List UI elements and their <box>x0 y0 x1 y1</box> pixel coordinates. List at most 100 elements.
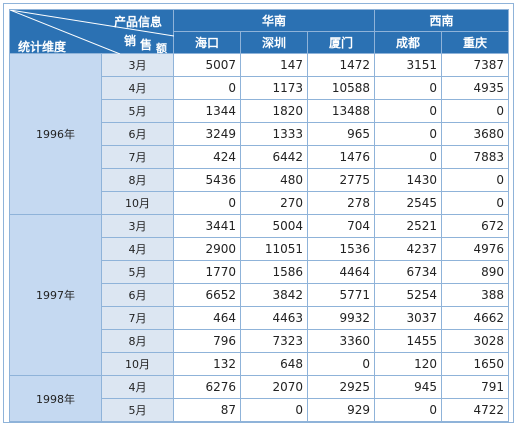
year-cell: 1996年 <box>9 53 102 215</box>
month-cell: 10月 <box>101 191 174 215</box>
value-cell: 5254 <box>374 283 442 307</box>
value-cell: 0 <box>240 398 308 422</box>
value-cell: 4662 <box>441 306 509 330</box>
table-row: 8月 796 7323 3360 1455 3028 <box>10 329 509 353</box>
report-frame: 产品信息 销 售 额 统计维度 华南 西南 海口 深圳 厦门 成都 重庆 199… <box>3 3 514 423</box>
value-cell: 6652 <box>173 283 241 307</box>
value-cell: 929 <box>307 398 375 422</box>
table-row: 7月 464 4463 9932 3037 4662 <box>10 306 509 330</box>
value-cell: 648 <box>240 352 308 376</box>
value-cell: 3028 <box>441 329 509 353</box>
city-header-haikou: 海口 <box>173 31 241 54</box>
table-row: 6月 3249 1333 965 0 3680 <box>10 122 509 146</box>
table-row: 10月 132 648 0 120 1650 <box>10 352 509 376</box>
value-cell: 3151 <box>374 53 442 77</box>
table-row: 1998年 4月 6276 2070 2925 945 791 <box>9 375 509 422</box>
value-cell: 7883 <box>441 145 509 169</box>
corner-label-dimension: 统计维度 <box>18 40 67 54</box>
city-header-xiamen: 厦门 <box>307 31 375 54</box>
value-cell: 1472 <box>307 53 375 77</box>
value-cell: 1650 <box>441 352 509 376</box>
value-cell: 796 <box>173 329 241 353</box>
value-cell: 1820 <box>240 99 308 123</box>
value-cell: 10588 <box>307 76 375 100</box>
value-cell: 672 <box>441 214 509 238</box>
table-row: 1997年 3月 3441 5004 704 2521 672 <box>9 214 509 376</box>
month-cell: 8月 <box>101 329 174 353</box>
table-row: 7月 424 6442 1476 0 7883 <box>10 145 509 169</box>
corner-label-sales-1: 销 <box>124 34 137 48</box>
value-cell: 2521 <box>374 214 442 238</box>
month-cell: 4月 <box>101 76 174 100</box>
month-cell: 10月 <box>101 352 174 376</box>
value-cell: 5004 <box>240 214 308 238</box>
value-cell: 2070 <box>240 375 308 399</box>
value-cell: 1333 <box>240 122 308 146</box>
month-cell: 7月 <box>101 145 174 169</box>
value-cell: 424 <box>173 145 241 169</box>
value-cell: 1536 <box>307 237 375 261</box>
value-cell: 120 <box>374 352 442 376</box>
value-cell: 791 <box>441 375 509 399</box>
value-cell: 945 <box>374 375 442 399</box>
value-cell: 2900 <box>173 237 241 261</box>
value-cell: 3360 <box>307 329 375 353</box>
value-cell: 4976 <box>441 237 509 261</box>
month-cell: 7月 <box>101 306 174 330</box>
value-cell: 278 <box>307 191 375 215</box>
value-cell: 132 <box>173 352 241 376</box>
value-cell: 890 <box>441 260 509 284</box>
city-header-chengdu: 成都 <box>374 31 442 54</box>
value-cell: 3249 <box>173 122 241 146</box>
corner-label-product-info: 产品信息 <box>114 15 163 29</box>
value-cell: 1770 <box>173 260 241 284</box>
value-cell: 7387 <box>441 53 509 77</box>
table-row: 8月 5436 480 2775 1430 0 <box>10 168 509 192</box>
value-cell: 270 <box>240 191 308 215</box>
value-cell: 147 <box>240 53 308 77</box>
table-row: 4月 0 1173 10588 0 4935 <box>10 76 509 100</box>
value-cell: 7323 <box>240 329 308 353</box>
city-header-chongqing: 重庆 <box>441 31 509 54</box>
value-cell: 3441 <box>173 214 241 238</box>
region-header-xinan: 西南 <box>374 9 509 32</box>
value-cell: 0 <box>374 122 442 146</box>
month-cell: 3月 <box>101 214 174 238</box>
month-cell: 8月 <box>101 168 174 192</box>
month-cell: 5月 <box>101 398 174 422</box>
value-cell: 0 <box>173 191 241 215</box>
value-cell: 0 <box>374 76 442 100</box>
table-row: 5月 1344 1820 13488 0 0 <box>10 99 509 123</box>
value-cell: 5771 <box>307 283 375 307</box>
value-cell: 4464 <box>307 260 375 284</box>
value-cell: 0 <box>441 99 509 123</box>
month-cell: 4月 <box>101 237 174 261</box>
value-cell: 13488 <box>307 99 375 123</box>
value-cell: 5007 <box>173 53 241 77</box>
value-cell: 6276 <box>173 375 241 399</box>
table-row: 5月 87 0 929 0 4722 <box>10 398 509 422</box>
value-cell: 6734 <box>374 260 442 284</box>
month-cell: 3月 <box>101 53 174 77</box>
value-cell: 0 <box>374 145 442 169</box>
sales-report-table: 产品信息 销 售 额 统计维度 华南 西南 海口 深圳 厦门 成都 重庆 199… <box>9 9 509 422</box>
table-row: 4月 2900 11051 1536 4237 4976 <box>10 237 509 261</box>
value-cell: 0 <box>374 99 442 123</box>
value-cell: 965 <box>307 122 375 146</box>
value-cell: 3037 <box>374 306 442 330</box>
corner-header: 产品信息 销 售 额 统计维度 <box>9 9 174 55</box>
table-row: 6月 6652 3842 5771 5254 388 <box>10 283 509 307</box>
month-cell: 5月 <box>101 99 174 123</box>
value-cell: 1455 <box>374 329 442 353</box>
value-cell: 4722 <box>441 398 509 422</box>
value-cell: 5436 <box>173 168 241 192</box>
value-cell: 480 <box>240 168 308 192</box>
value-cell: 0 <box>307 352 375 376</box>
value-cell: 3680 <box>441 122 509 146</box>
month-cell: 5月 <box>101 260 174 284</box>
value-cell: 87 <box>173 398 241 422</box>
value-cell: 2775 <box>307 168 375 192</box>
value-cell: 1430 <box>374 168 442 192</box>
table-body: 1996年 3月 5007 147 1472 3151 7387 4月 0 1173 10588 0 4… <box>9 53 509 422</box>
corner-label-sales-3: 额 <box>156 42 167 55</box>
